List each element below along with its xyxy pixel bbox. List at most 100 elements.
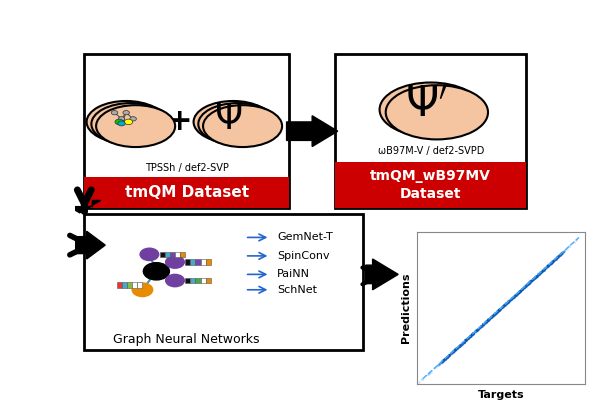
Point xyxy=(523,280,533,287)
Point xyxy=(498,303,508,309)
Point xyxy=(494,307,503,313)
Point xyxy=(439,357,448,364)
Point xyxy=(546,260,556,266)
Point xyxy=(532,272,542,279)
Point xyxy=(511,292,520,298)
Point xyxy=(499,303,508,309)
Point xyxy=(437,358,446,365)
Point xyxy=(464,334,474,340)
Point xyxy=(443,353,452,360)
Point xyxy=(458,340,467,346)
Point xyxy=(440,356,449,362)
Point xyxy=(480,319,490,326)
Point xyxy=(473,326,482,332)
Point xyxy=(497,304,507,310)
Point xyxy=(532,273,541,279)
Point xyxy=(481,318,491,325)
Point xyxy=(556,250,566,257)
Point xyxy=(509,293,519,299)
Point xyxy=(523,280,533,287)
Point xyxy=(457,340,467,346)
Point xyxy=(439,356,449,363)
Point xyxy=(493,308,503,314)
Point xyxy=(451,346,460,352)
Point xyxy=(490,310,500,317)
Point xyxy=(491,310,500,316)
Point xyxy=(481,318,491,324)
Point xyxy=(494,306,504,313)
Point xyxy=(473,326,482,332)
Point xyxy=(430,365,439,372)
Point xyxy=(466,332,476,338)
Point xyxy=(443,353,453,359)
Point xyxy=(466,332,475,339)
Point xyxy=(535,269,545,276)
Point xyxy=(453,344,463,350)
Point xyxy=(524,279,534,286)
Point xyxy=(478,321,488,327)
Point xyxy=(455,342,464,349)
Point xyxy=(479,320,488,327)
Point xyxy=(518,285,528,291)
Point xyxy=(497,304,507,310)
Point xyxy=(483,317,493,323)
Text: SchNet: SchNet xyxy=(277,285,317,295)
Text: GemNet-T: GemNet-T xyxy=(277,232,333,242)
Point xyxy=(424,370,434,376)
Point xyxy=(495,306,505,312)
Point xyxy=(463,334,473,341)
Point xyxy=(461,336,470,343)
Point xyxy=(487,313,497,320)
Point xyxy=(439,356,449,362)
Point xyxy=(536,269,545,276)
Point xyxy=(443,352,453,359)
Point xyxy=(545,261,554,268)
Point xyxy=(526,278,535,284)
Point xyxy=(451,346,460,353)
Point xyxy=(524,280,533,286)
Point xyxy=(554,252,564,258)
Point xyxy=(512,291,521,297)
Point xyxy=(520,284,529,290)
Point xyxy=(448,348,458,354)
Point xyxy=(445,352,454,358)
Point xyxy=(511,291,521,298)
Point xyxy=(481,319,490,326)
Point xyxy=(437,358,446,365)
Point xyxy=(538,267,548,273)
Point xyxy=(456,342,466,348)
Point xyxy=(553,254,562,260)
Point xyxy=(483,317,493,323)
Point xyxy=(448,348,457,355)
Point xyxy=(449,347,459,353)
Point xyxy=(553,254,562,260)
Point xyxy=(455,342,465,348)
Point xyxy=(479,320,488,327)
Point xyxy=(542,264,551,270)
Point xyxy=(533,271,543,278)
Point xyxy=(473,326,483,332)
Point xyxy=(539,266,549,272)
Point xyxy=(540,265,550,272)
Point xyxy=(445,351,455,357)
Point xyxy=(451,346,460,352)
Point xyxy=(458,339,468,346)
Point xyxy=(525,279,535,285)
Circle shape xyxy=(123,110,130,115)
Point xyxy=(448,348,458,355)
Point xyxy=(447,349,457,356)
Point xyxy=(524,279,534,286)
FancyBboxPatch shape xyxy=(335,54,526,208)
Point xyxy=(502,300,511,306)
Point xyxy=(446,350,456,356)
Point xyxy=(554,253,563,259)
Point xyxy=(457,340,466,347)
Point xyxy=(464,333,474,340)
Ellipse shape xyxy=(380,82,482,137)
Point xyxy=(548,258,558,264)
Point xyxy=(484,316,493,322)
Point xyxy=(493,308,502,314)
Point xyxy=(470,328,480,335)
Point xyxy=(549,257,559,264)
Point xyxy=(521,282,531,288)
